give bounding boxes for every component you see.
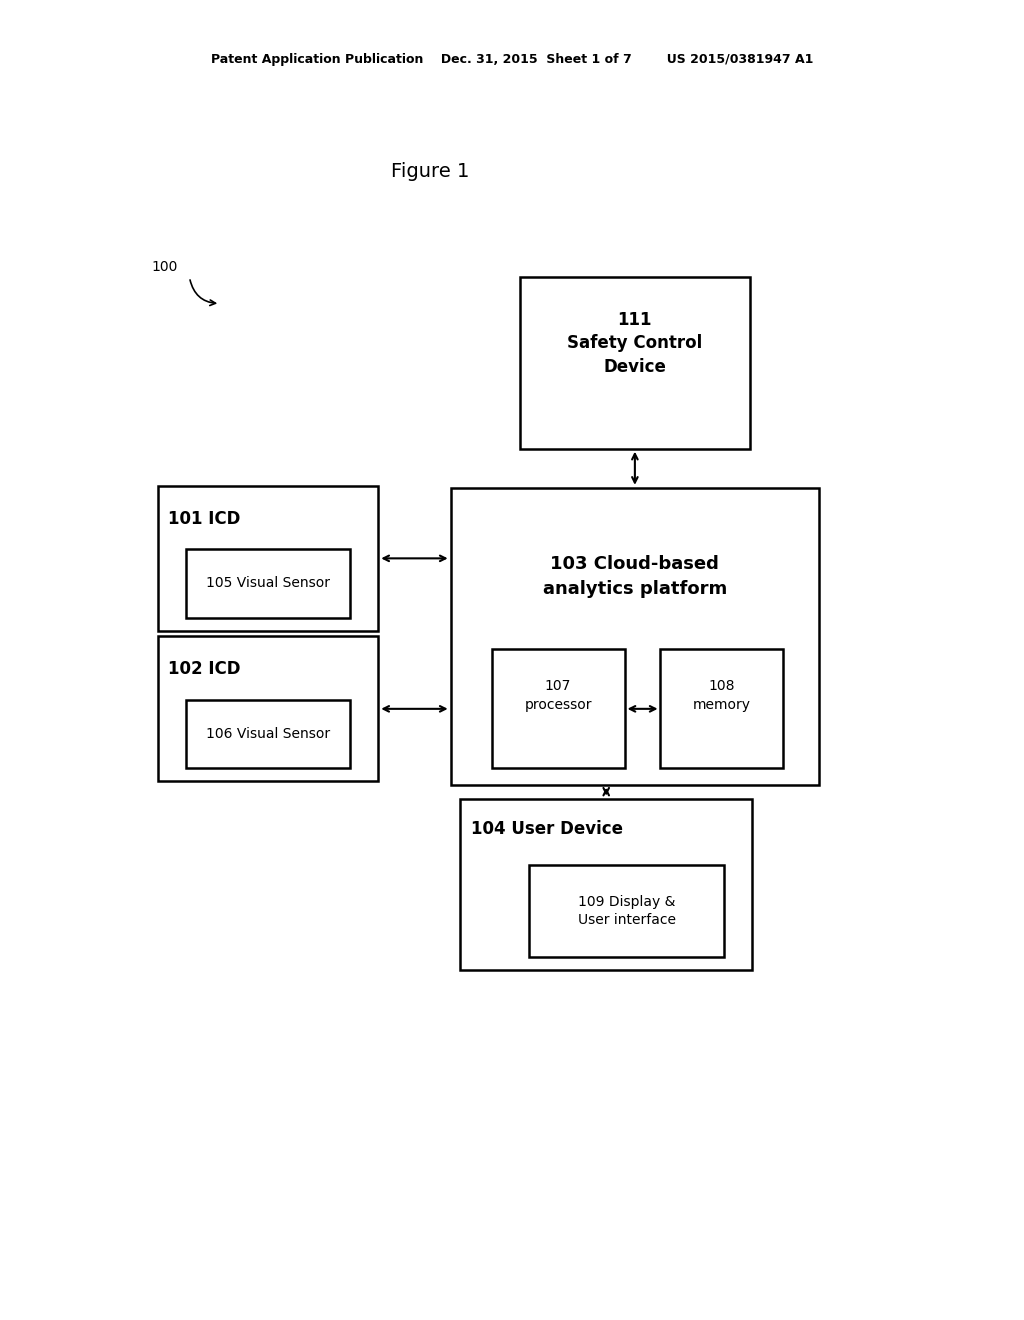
FancyBboxPatch shape	[519, 277, 750, 449]
FancyBboxPatch shape	[451, 487, 819, 784]
Text: Figure 1: Figure 1	[391, 162, 469, 181]
Text: Patent Application Publication    Dec. 31, 2015  Sheet 1 of 7        US 2015/038: Patent Application Publication Dec. 31, …	[211, 53, 813, 66]
FancyArrowPatch shape	[190, 280, 215, 305]
Text: 107
processor: 107 processor	[524, 680, 592, 711]
FancyBboxPatch shape	[529, 865, 724, 957]
Text: 109 Display &
User interface: 109 Display & User interface	[578, 895, 676, 927]
Text: 108
memory: 108 memory	[693, 680, 751, 711]
FancyBboxPatch shape	[461, 799, 752, 970]
Text: 106 Visual Sensor: 106 Visual Sensor	[206, 727, 331, 741]
FancyBboxPatch shape	[186, 700, 350, 768]
Text: 104 User Device: 104 User Device	[471, 820, 623, 838]
FancyBboxPatch shape	[660, 649, 783, 768]
FancyBboxPatch shape	[159, 486, 379, 631]
FancyBboxPatch shape	[186, 549, 350, 618]
Text: 100: 100	[152, 260, 178, 273]
Text: 101 ICD: 101 ICD	[169, 510, 241, 528]
Text: 103 Cloud-based
analytics platform: 103 Cloud-based analytics platform	[543, 556, 727, 598]
Text: 105 Visual Sensor: 105 Visual Sensor	[206, 577, 331, 590]
Text: 102 ICD: 102 ICD	[169, 660, 241, 678]
Text: 111
Safety Control
Device: 111 Safety Control Device	[567, 310, 702, 376]
FancyBboxPatch shape	[492, 649, 625, 768]
FancyBboxPatch shape	[159, 636, 379, 781]
